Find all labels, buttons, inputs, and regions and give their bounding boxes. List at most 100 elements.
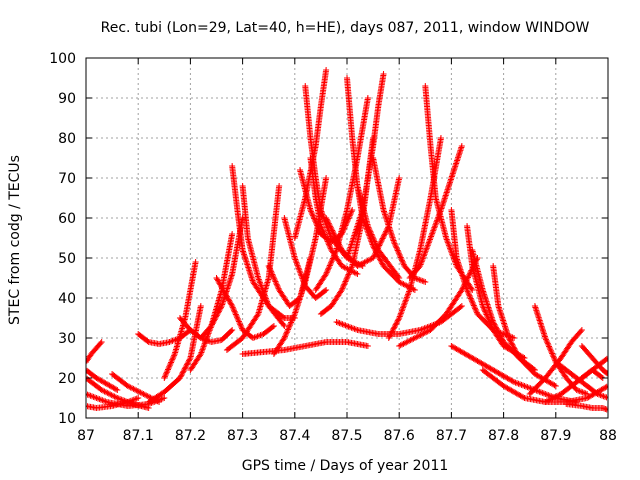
data-point [224, 295, 231, 301]
data-point [212, 315, 219, 321]
data-point [337, 244, 344, 251]
data-point [320, 212, 327, 219]
data-point [603, 394, 608, 401]
data-point [352, 326, 359, 333]
data-point [196, 352, 203, 359]
data-point [146, 393, 153, 400]
data-point [319, 211, 326, 218]
data-point [214, 277, 221, 284]
data-point [344, 272, 351, 279]
data-point [429, 229, 436, 236]
data-point [379, 260, 386, 267]
data-point [273, 279, 280, 286]
data-point [250, 335, 257, 341]
data-point [363, 225, 370, 232]
data-point [388, 329, 395, 336]
data-point [311, 215, 318, 222]
data-point [114, 395, 121, 401]
data-point [419, 257, 426, 264]
data-point [547, 346, 554, 353]
data-point [472, 305, 479, 312]
data-point [432, 221, 439, 228]
data-point [329, 256, 336, 263]
satellite-arc [239, 183, 288, 329]
data-point [266, 265, 273, 272]
data-point [398, 309, 405, 316]
data-point [421, 251, 428, 258]
data-point [215, 308, 222, 315]
data-point [397, 310, 404, 317]
data-point [86, 392, 92, 399]
data-point [133, 395, 140, 402]
data-point [163, 369, 170, 376]
data-point [345, 323, 352, 330]
data-point [346, 270, 353, 277]
data-point [361, 219, 368, 226]
data-point [292, 257, 299, 264]
data-point [288, 319, 295, 326]
data-point [291, 255, 298, 261]
data-point [466, 292, 473, 299]
data-point [396, 313, 403, 320]
data-point [417, 277, 424, 284]
data-point [579, 389, 586, 396]
data-point [498, 335, 505, 341]
data-point [254, 333, 261, 340]
data-point [366, 232, 373, 239]
data-point [371, 252, 378, 259]
data-point [346, 268, 353, 275]
data-point [365, 231, 372, 238]
data-point [226, 299, 233, 305]
data-point [100, 387, 107, 394]
y-tick-label: 40 [58, 291, 76, 307]
data-point [180, 368, 187, 375]
data-point [299, 275, 306, 282]
data-point [374, 245, 381, 252]
data-point [255, 275, 262, 281]
plot-frame [85, 57, 609, 419]
data-point [480, 304, 487, 311]
data-point [402, 298, 409, 305]
data-point [291, 312, 298, 319]
data-point [334, 238, 341, 245]
data-point [417, 261, 424, 268]
data-point [551, 382, 558, 389]
data-point [315, 225, 322, 232]
data-point [327, 245, 334, 252]
data-point [342, 278, 349, 285]
data-point [346, 212, 353, 219]
y-tick-label: 10 [58, 411, 76, 427]
data-point [469, 287, 476, 293]
data-point [225, 296, 232, 303]
data-point [358, 260, 365, 267]
data-point [327, 223, 334, 230]
data-point [331, 231, 338, 238]
data-point [491, 321, 498, 328]
data-point [380, 232, 387, 239]
data-point [229, 231, 236, 237]
data-point [159, 395, 166, 402]
data-point [370, 253, 377, 260]
data-point [289, 316, 296, 323]
data-point [227, 300, 234, 307]
data-point [316, 228, 323, 235]
data-point [397, 279, 404, 286]
data-point [401, 301, 408, 308]
data-point [265, 263, 272, 269]
data-point [237, 322, 244, 329]
data-point [101, 388, 108, 395]
data-point [458, 287, 465, 293]
data-point [445, 240, 452, 247]
data-point [127, 384, 134, 391]
data-point [367, 237, 374, 244]
data-point [443, 235, 450, 241]
data-point [394, 247, 401, 254]
data-point [351, 269, 358, 276]
data-point [290, 313, 297, 320]
data-point [380, 71, 387, 77]
data-point [132, 396, 139, 403]
data-point [392, 321, 399, 328]
data-point [506, 336, 513, 343]
data-point [437, 208, 444, 215]
data-point [280, 314, 287, 321]
